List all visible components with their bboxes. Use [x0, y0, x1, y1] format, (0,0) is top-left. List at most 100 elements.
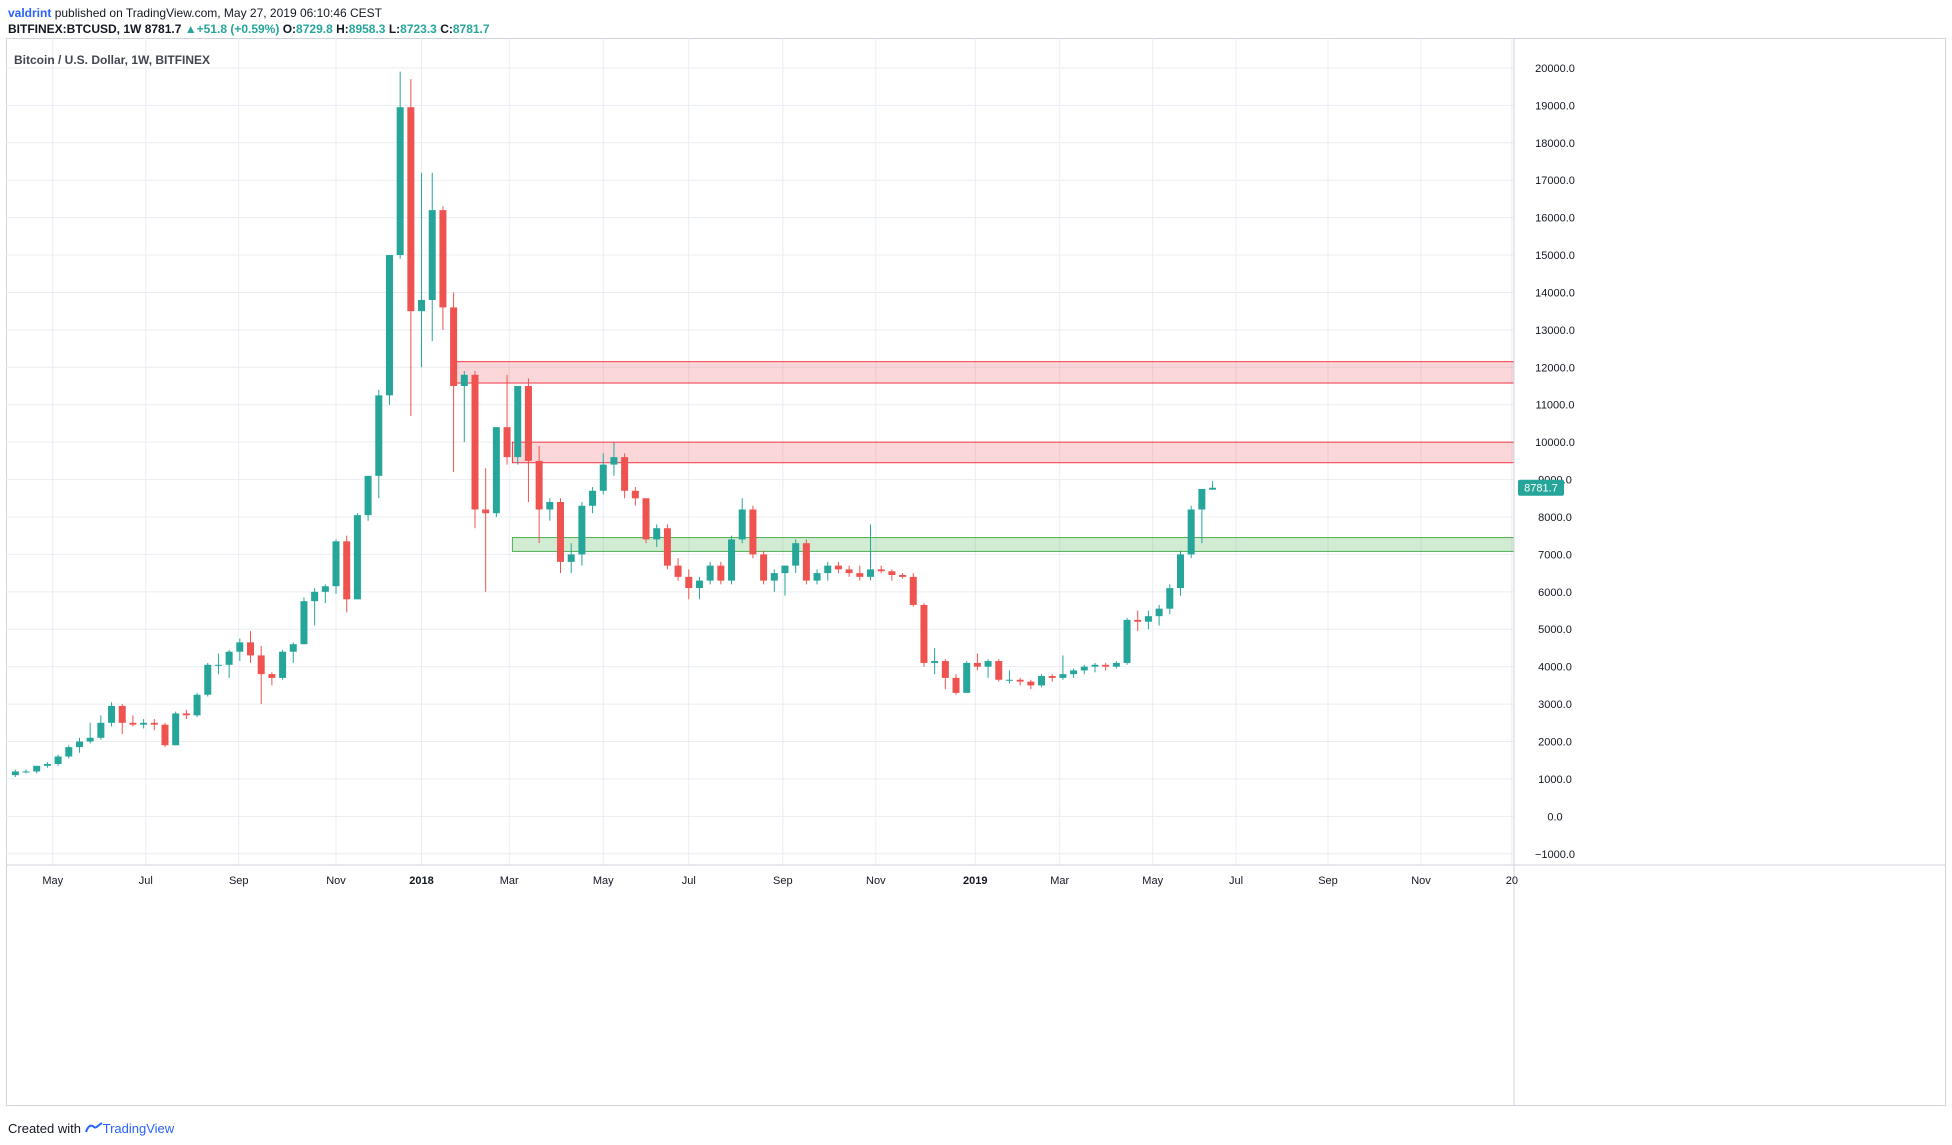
candle-down — [1027, 681, 1035, 686]
candle-up — [1166, 588, 1174, 609]
symbol-label: BITFINEX:BTCUSD, 1W — [8, 22, 142, 36]
candle-down — [1016, 679, 1024, 682]
time-tick-label: 2019 — [963, 875, 987, 887]
candle-down — [1134, 619, 1142, 622]
candle-up — [546, 502, 554, 510]
candle-down — [471, 374, 479, 510]
candle-up — [781, 565, 789, 574]
price-tick-label: 20000.0 — [1535, 63, 1575, 75]
candle-up — [1112, 662, 1120, 667]
time-tick-label: Mar — [1050, 875, 1069, 887]
price-tick-label: 8000.0 — [1538, 512, 1572, 524]
candle-up — [225, 651, 233, 665]
candle-up — [695, 580, 703, 589]
candle-up — [589, 490, 597, 506]
candle-down — [685, 576, 693, 589]
time-tick-label: Nov — [1411, 875, 1431, 887]
tradingview-link[interactable]: TradingView — [102, 1121, 175, 1136]
price-chart[interactable]: 20000.0 19000.0 18000.0 17000.0 16000.0 15000… — [6, 38, 1946, 1106]
time-axis[interactable]: May Jul Sep Nov 2018 Mar May Jul Sep Nov 2019 Mar Ma… — [42, 875, 1518, 887]
price-tick-label: 0.0 — [1547, 811, 1562, 823]
candle-down — [621, 457, 629, 491]
price-tick-label: 7000.0 — [1538, 549, 1572, 561]
candle-down — [343, 541, 351, 600]
tradingview-logo-icon — [84, 1122, 103, 1133]
candle-up — [75, 741, 83, 748]
candle-up — [931, 661, 939, 663]
candle-down — [557, 502, 565, 562]
candle-up — [1144, 616, 1152, 622]
candle-down — [1102, 664, 1110, 667]
candle-down — [877, 569, 885, 572]
candle-up — [738, 509, 746, 540]
candle-down — [247, 642, 255, 656]
last-price-tag-label: 8781.7 — [1524, 483, 1558, 495]
price-tick-label: 2000.0 — [1538, 737, 1572, 749]
candle-up — [1070, 670, 1078, 675]
support-zone — [511, 537, 1515, 552]
price-change: +51.8 (+0.59%) — [196, 22, 280, 36]
low-value: 8723.3 — [400, 22, 437, 36]
time-tick-label: Mar — [500, 875, 519, 887]
candle-up — [364, 475, 372, 516]
candle-up — [204, 664, 212, 695]
candle-up — [332, 541, 340, 587]
candle-down — [749, 509, 757, 555]
candle-down — [450, 307, 458, 387]
candle-down — [995, 661, 1003, 680]
candle-up — [108, 705, 116, 723]
candle-up — [567, 554, 575, 562]
price-tick-label: 16000.0 — [1535, 213, 1575, 225]
publish-info: published on TradingView.com, May 27, 20… — [54, 6, 383, 20]
footer: Created with TradingView — [8, 1121, 174, 1136]
time-tick-label: Jul — [682, 875, 696, 887]
candle-up — [984, 661, 992, 667]
price-tick-label: 11000.0 — [1536, 400, 1575, 412]
candle-up — [65, 747, 73, 757]
candle-up — [866, 569, 874, 577]
candle-down — [663, 528, 671, 566]
candle-down — [118, 705, 126, 723]
price-tick-label: 17000.0 — [1535, 175, 1575, 187]
candle-down — [129, 722, 137, 725]
candles — [11, 71, 1217, 778]
resistance-lower-zone — [511, 441, 1515, 464]
candle-up — [300, 601, 308, 645]
candle-up — [728, 539, 736, 581]
candle-up — [236, 642, 244, 652]
candle-down — [161, 724, 169, 746]
candle-down — [856, 573, 864, 577]
candle-up — [1059, 674, 1067, 678]
candle-up — [428, 210, 436, 300]
candle-up — [11, 771, 19, 776]
candle-down — [150, 722, 158, 725]
candle-up — [578, 505, 586, 555]
candle-down — [407, 107, 415, 312]
last-price-tag — [1518, 479, 1564, 496]
candle-up — [54, 756, 62, 764]
candle-down — [268, 674, 276, 678]
price-axis[interactable]: 20000.0 19000.0 18000.0 17000.0 16000.0 15000… — [1535, 63, 1575, 861]
open-value: 8729.8 — [296, 22, 333, 36]
chart-frame — [6, 38, 1946, 1106]
candle-up — [1176, 554, 1184, 589]
candle-up — [289, 644, 297, 652]
candle-down — [535, 460, 543, 510]
price-tick-label: 10000.0 — [1535, 437, 1575, 449]
candle-up — [279, 651, 287, 678]
close-value: 8781.7 — [452, 22, 490, 36]
candle-up — [514, 386, 522, 458]
candle-up — [375, 395, 383, 476]
candle-up — [963, 662, 971, 693]
candle-up — [97, 722, 105, 738]
candle-down — [503, 427, 511, 458]
candle-up — [22, 771, 30, 773]
time-tick-label: Jul — [139, 875, 153, 887]
grid — [6, 38, 1514, 865]
publish-line: valdrint published on TradingView.com, M… — [8, 6, 382, 20]
time-tick-label: Nov — [866, 875, 886, 887]
author-link[interactable]: valdrint — [8, 6, 52, 20]
candle-up — [1123, 619, 1131, 663]
time-tick-label: May — [42, 875, 63, 887]
candle-down — [182, 713, 190, 716]
